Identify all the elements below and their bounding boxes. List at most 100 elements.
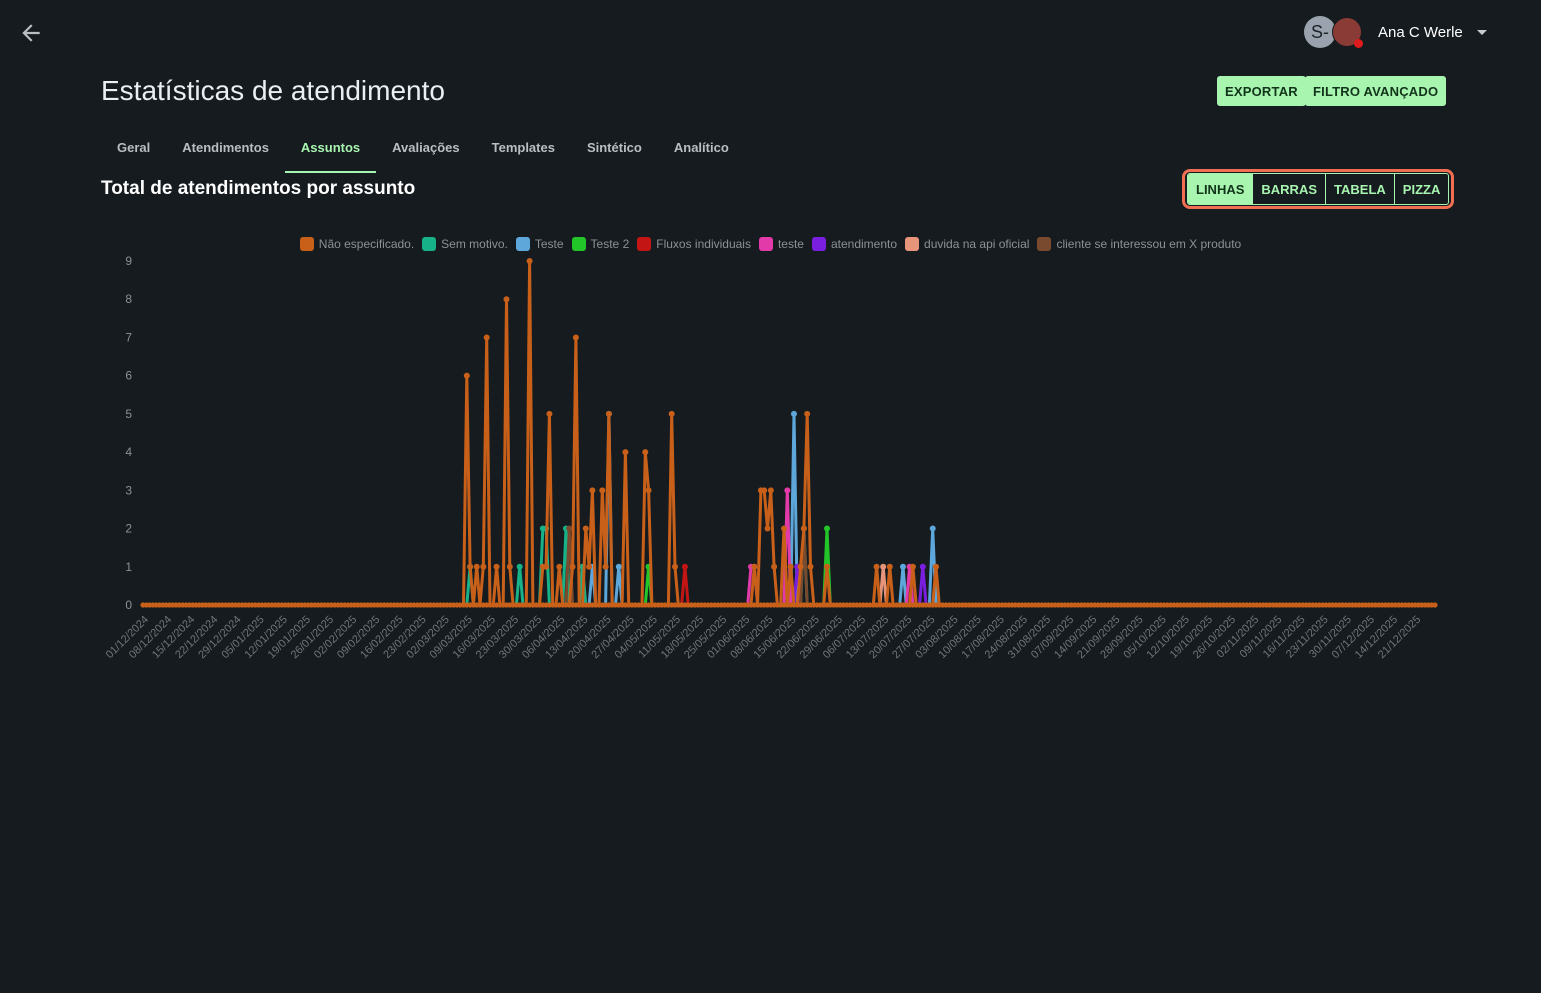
data-point (622, 449, 629, 456)
export-button[interactable]: EXPORTAR (1217, 76, 1306, 106)
y-tick-label: 1 (125, 560, 132, 574)
data-point (582, 525, 589, 532)
tab-assuntos[interactable]: Assuntos (284, 128, 377, 173)
data-point (506, 563, 513, 570)
legend-label: teste (777, 237, 804, 251)
legend-item[interactable]: cliente se interessou em X produto (1037, 237, 1241, 251)
tab-avaliações[interactable]: Avaliações (392, 140, 460, 155)
tab-geral[interactable]: Geral (117, 140, 151, 155)
y-tick-label: 4 (125, 445, 132, 459)
legend-item[interactable]: Não especificado. (299, 237, 415, 251)
advanced-filter-button[interactable]: FILTRO AVANÇADO (1305, 76, 1447, 106)
data-point (933, 563, 940, 570)
data-point (787, 563, 794, 570)
tab-sintético[interactable]: Sintético (586, 140, 642, 155)
legend-swatch (758, 237, 773, 251)
legend-item[interactable]: Teste (515, 237, 564, 251)
legend-item[interactable]: Fluxos individuais (637, 237, 751, 251)
data-point (589, 487, 596, 494)
data-point (919, 563, 926, 570)
view-toggle-group: LINHAS BARRAS TABELA PIZZA (1187, 173, 1450, 205)
data-point (516, 563, 523, 570)
avatar: S- (1304, 16, 1336, 48)
data-point (480, 563, 487, 570)
y-tick-label: 6 (125, 369, 132, 383)
legend-swatch (515, 237, 530, 251)
tab-templates[interactable]: Templates (491, 140, 555, 155)
data-point (493, 563, 500, 570)
y-tick-label: 5 (125, 407, 132, 421)
legend-swatch (422, 237, 437, 251)
tab-atendimentos[interactable]: Atendimentos (182, 140, 269, 155)
legend-item[interactable]: atendimento (811, 237, 898, 251)
y-tick-label: 7 (125, 330, 132, 344)
data-point (543, 563, 550, 570)
legend-item[interactable]: Teste 2 (571, 237, 630, 251)
data-point (572, 334, 579, 341)
y-tick-label: 2 (125, 522, 132, 536)
data-point (605, 410, 612, 417)
legend-label: atendimento (830, 237, 898, 251)
legend-swatch (905, 237, 920, 251)
data-point (668, 410, 675, 417)
data-point (546, 410, 553, 417)
data-point (784, 487, 791, 494)
legend-item[interactable]: teste (758, 237, 804, 251)
user-name: Ana C Werle (1378, 23, 1463, 41)
data-point (473, 563, 480, 570)
legend-label: Teste (534, 237, 564, 251)
data-point (804, 410, 811, 417)
data-point (463, 372, 470, 379)
view-toggle: LINHAS BARRAS TABELA PIZZA (1182, 169, 1455, 209)
legend-item[interactable]: Sem motivo. (422, 237, 508, 251)
data-point (642, 449, 649, 456)
y-tick-label: 9 (125, 254, 132, 268)
data-point (909, 563, 916, 570)
y-tick-label: 8 (125, 292, 132, 306)
data-point (764, 525, 771, 532)
user-menu[interactable]: S- Ana C Werle (1304, 14, 1487, 50)
legend-label: Fluxos individuais (656, 237, 751, 251)
tab-analítico[interactable]: Analítico (673, 140, 729, 155)
data-point (807, 563, 814, 570)
legend-label: Sem motivo. (441, 237, 508, 251)
data-point (681, 563, 688, 570)
y-tick-label: 3 (125, 483, 132, 497)
view-pizza-button[interactable]: PIZZA (1393, 174, 1449, 204)
tab-bar: Geral Atendimentos Assuntos Avaliações Templ… (101, 128, 745, 173)
data-point (873, 563, 880, 570)
legend-label: duvida na api oficial (924, 237, 1030, 251)
data-point (467, 563, 474, 570)
data-point (526, 258, 533, 264)
legend-swatch (637, 237, 652, 251)
legend-label: cliente se interessou em X produto (1056, 237, 1242, 251)
data-point (824, 563, 830, 570)
data-point (824, 525, 830, 532)
legend-swatch (1037, 237, 1052, 251)
legend-label: Teste 2 (590, 237, 630, 251)
data-point (751, 563, 758, 570)
data-point (900, 563, 906, 570)
data-point (599, 487, 606, 494)
data-point (781, 525, 788, 532)
data-point (790, 410, 797, 417)
avatar-initial: S- (1311, 21, 1329, 42)
legend-item[interactable]: duvida na api oficial (905, 237, 1029, 251)
data-point (886, 563, 893, 570)
view-barras-button[interactable]: BARRAS (1252, 174, 1325, 204)
legend-label: Não especificado. (318, 237, 415, 251)
data-point (672, 563, 678, 570)
data-point (771, 563, 778, 570)
section-title: Total de atendimentos por assunto (101, 178, 416, 199)
chevron-down-icon[interactable] (1476, 29, 1487, 35)
data-point (767, 487, 774, 494)
view-tabela-button[interactable]: TABELA (1325, 174, 1394, 204)
back-arrow-icon[interactable] (18, 20, 44, 46)
data-point (761, 487, 768, 494)
baseline-point (1432, 602, 1438, 608)
view-linhas-button[interactable]: LINHAS (1188, 174, 1253, 204)
data-point (929, 525, 936, 532)
data-point (615, 563, 622, 570)
page-title: Estatísticas de atendimento (101, 75, 445, 106)
